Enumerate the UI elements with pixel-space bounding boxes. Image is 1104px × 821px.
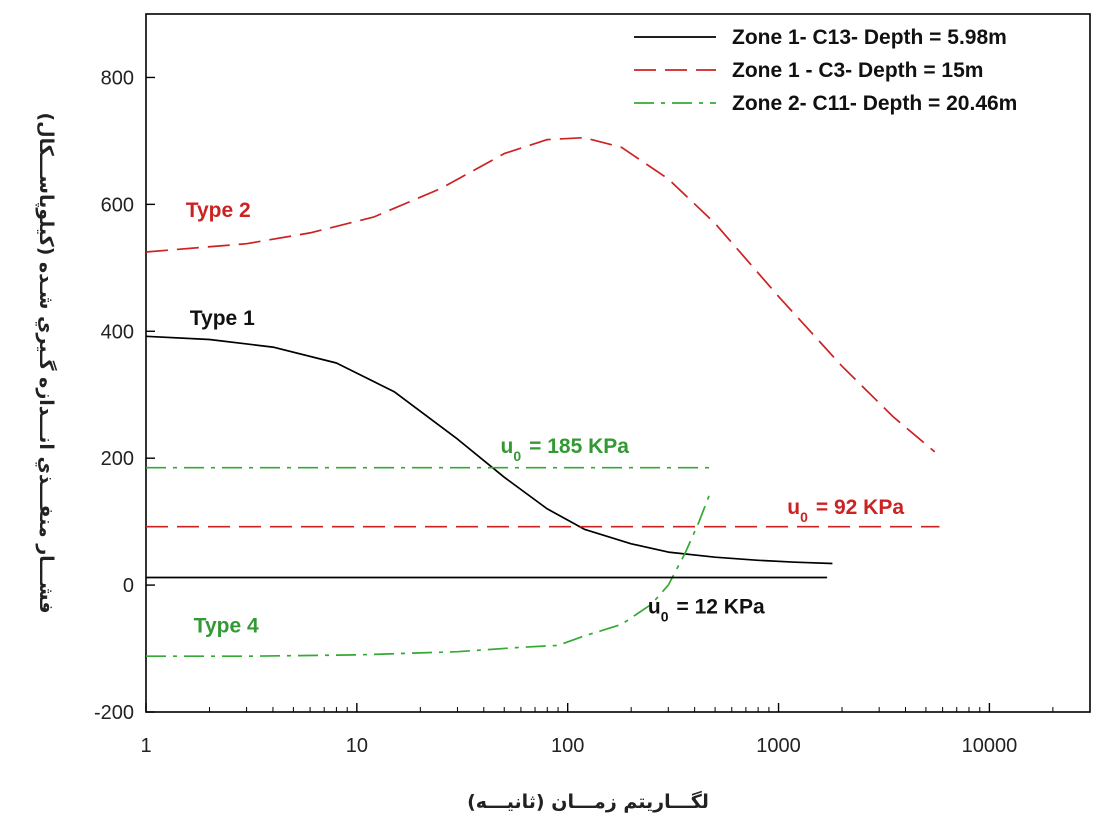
x-tick-label: 100 bbox=[551, 735, 584, 757]
ticks-layer: 1 10 100 1000 10000 -200 0 200 400 600 800 bbox=[94, 67, 1054, 757]
y-axis-title: فشـــار منفـــذي انـــدازه گـيري شـده (ك… bbox=[34, 112, 58, 613]
legend-label-1: Zone 1 - C3- Depth = 15m bbox=[732, 59, 983, 82]
y-tick-label: -200 bbox=[94, 702, 134, 724]
x-tick-label: 10 bbox=[346, 735, 368, 757]
y-tick-label: 0 bbox=[123, 575, 134, 597]
annotation-5: u0 = 12 KPa bbox=[648, 596, 765, 625]
y-tick-label: 800 bbox=[101, 67, 134, 89]
annotations-layer: Type 2 Type 1 Type 4 u0 = 185 KPa u0 = 92 KPa u… bbox=[186, 199, 905, 638]
x-tick-label: 1 bbox=[140, 735, 151, 757]
legend-label-2: Zone 2- C11- Depth = 20.46m bbox=[732, 92, 1017, 115]
x-axis-title: لگـــاريتم زمـــان (ثانيـــه) bbox=[467, 790, 709, 813]
x-tick-label: 10000 bbox=[962, 735, 1018, 757]
plot-frame bbox=[145, 13, 1091, 713]
legend-label-0: Zone 1- C13- Depth = 5.98m bbox=[732, 26, 1007, 49]
series-line-0 bbox=[145, 335, 833, 565]
series-layer bbox=[145, 136, 940, 658]
annotation-4: u0 = 92 KPa bbox=[787, 496, 904, 525]
annotation-3: u0 = 185 KPa bbox=[500, 435, 629, 464]
annotation-0: Type 2 bbox=[186, 199, 251, 222]
y-tick-label: 400 bbox=[101, 321, 134, 343]
series-line-1 bbox=[145, 136, 936, 453]
y-tick-label: 600 bbox=[101, 194, 134, 216]
annotation-2: Type 4 bbox=[194, 615, 259, 638]
legend: Zone 1- C13- Depth = 5.98m Zone 1 - C3- D… bbox=[634, 26, 1017, 115]
annotation-1: Type 1 bbox=[190, 307, 255, 330]
x-tick-label: 1000 bbox=[756, 735, 801, 757]
series-line-2 bbox=[146, 489, 713, 658]
y-tick-label: 200 bbox=[101, 448, 134, 470]
